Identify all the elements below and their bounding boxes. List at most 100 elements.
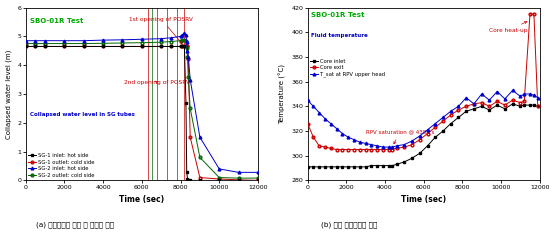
SG-2 inlet: hot side: (8.4e+03, 4.3): hot side: (8.4e+03, 4.3) xyxy=(185,55,191,58)
Core exit xyxy=(351,148,357,151)
SG-1 outlet: cold side: (8.1e+03, 4.65): cold side: (8.1e+03, 4.65) xyxy=(179,45,186,48)
SG-1 inlet: hot side: (5e+03, 4.65): hot side: (5e+03, 4.65) xyxy=(119,45,126,48)
Core exit xyxy=(368,148,375,151)
Core inlet xyxy=(424,144,431,147)
SG-2 outlet: cold side: (3e+03, 4.75): cold side: (3e+03, 4.75) xyxy=(80,42,87,45)
Line: SG-2 inlet: hot side: SG-2 inlet: hot side xyxy=(24,32,259,174)
Core exit xyxy=(362,148,369,151)
SG-1 outlet: cold side: (6e+03, 4.65): cold side: (6e+03, 4.65) xyxy=(139,45,145,48)
SG-1 inlet: hot side: (8e+03, 4.65): hot side: (8e+03, 4.65) xyxy=(177,45,184,48)
SG-1 inlet: hot side: (8.2e+03, 4.65): hot side: (8.2e+03, 4.65) xyxy=(181,45,188,48)
Core exit xyxy=(494,100,501,103)
SG-1 inlet: hot side: (8.4e+03, 0): hot side: (8.4e+03, 0) xyxy=(185,179,191,182)
Core exit xyxy=(502,104,508,106)
Core inlet xyxy=(455,116,462,119)
T_sat at RPV upper head xyxy=(393,144,400,147)
SG-2 outlet: cold side: (2e+03, 4.75): cold side: (2e+03, 4.75) xyxy=(61,42,68,45)
Core inlet xyxy=(362,165,369,168)
SG-1 outlet: cold side: (7e+03, 4.65): cold side: (7e+03, 4.65) xyxy=(158,45,164,48)
Text: SBO-01R Test: SBO-01R Test xyxy=(311,13,365,18)
Core inlet xyxy=(356,165,363,168)
T_sat at RPV upper head xyxy=(486,99,493,102)
Text: 1st opening of POSRV: 1st opening of POSRV xyxy=(129,17,193,44)
SG-2 outlet: cold side: (7.5e+03, 4.82): cold side: (7.5e+03, 4.82) xyxy=(168,40,174,43)
SG-1 outlet: cold side: (2e+03, 4.65): cold side: (2e+03, 4.65) xyxy=(61,45,68,48)
T_sat at RPV upper head xyxy=(432,122,438,125)
Core inlet xyxy=(345,165,351,168)
Core inlet xyxy=(447,122,454,125)
Core exit xyxy=(345,148,351,151)
Line: SG-1 inlet: hot side: SG-1 inlet: hot side xyxy=(24,45,259,182)
SG-1 outlet: cold side: (500, 4.65): cold side: (500, 4.65) xyxy=(32,45,39,48)
T_sat at RPV upper head xyxy=(534,96,541,99)
Core exit xyxy=(527,12,533,15)
SG-1 inlet: hot side: (500, 4.65): hot side: (500, 4.65) xyxy=(32,45,39,48)
Core inlet xyxy=(389,164,396,167)
SG-2 outlet: cold side: (1e+04, 0.1): cold side: (1e+04, 0.1) xyxy=(216,176,223,179)
SG-2 inlet: hot side: (9e+03, 1.5): hot side: (9e+03, 1.5) xyxy=(196,136,203,139)
T_sat at RPV upper head xyxy=(471,103,477,105)
SG-2 outlet: cold side: (6e+03, 4.78): cold side: (6e+03, 4.78) xyxy=(139,41,145,44)
Core inlet xyxy=(368,164,375,167)
SG-1 outlet: cold side: (1e+03, 4.65): cold side: (1e+03, 4.65) xyxy=(42,45,48,48)
Core exit xyxy=(393,147,400,150)
T_sat at RPV upper head xyxy=(502,98,508,100)
T_sat at RPV upper head xyxy=(527,93,533,95)
SG-2 inlet: hot side: (1.2e+04, 0.28): hot side: (1.2e+04, 0.28) xyxy=(255,171,261,174)
T_sat at RPV upper head xyxy=(380,146,386,148)
Core exit xyxy=(416,138,423,141)
SG-1 inlet: hot side: (1e+04, 0): hot side: (1e+04, 0) xyxy=(216,179,223,182)
Text: SBO-01R Test: SBO-01R Test xyxy=(29,18,83,24)
SG-2 inlet: hot side: (8e+03, 5): hot side: (8e+03, 5) xyxy=(177,35,184,38)
Core exit xyxy=(401,146,407,148)
Core inlet xyxy=(380,164,386,167)
T_sat at RPV upper head xyxy=(333,127,340,130)
SG-1 inlet: hot side: (2e+03, 4.65): hot side: (2e+03, 4.65) xyxy=(61,45,68,48)
SG-1 inlet: hot side: (9e+03, 0): hot side: (9e+03, 0) xyxy=(196,179,203,182)
T_sat at RPV upper head xyxy=(440,116,446,119)
SG-1 inlet: hot side: (7.5e+03, 4.65): hot side: (7.5e+03, 4.65) xyxy=(168,45,174,48)
SG-2 inlet: hot side: (8.28e+03, 5.05): hot side: (8.28e+03, 5.05) xyxy=(183,34,189,36)
SG-2 inlet: hot side: (5e+03, 4.88): hot side: (5e+03, 4.88) xyxy=(119,38,126,41)
SG-2 inlet: hot side: (8.5e+03, 3.5): hot side: (8.5e+03, 3.5) xyxy=(187,78,194,81)
SG-2 inlet: hot side: (1e+04, 0.4): hot side: (1e+04, 0.4) xyxy=(216,168,223,170)
Core inlet xyxy=(478,105,485,108)
Core exit xyxy=(463,105,470,108)
SG-2 outlet: cold side: (4e+03, 4.76): cold side: (4e+03, 4.76) xyxy=(100,42,107,45)
T_sat at RPV upper head xyxy=(455,105,462,108)
Line: T_sat at RPV upper head: T_sat at RPV upper head xyxy=(306,89,539,148)
Line: SG-1 outlet: cold side: SG-1 outlet: cold side xyxy=(24,45,259,182)
SG-1 inlet: hot side: (0, 4.65): hot side: (0, 4.65) xyxy=(22,45,29,48)
Legend: Core inlet, Core exit, T_sat at RPV upper head: Core inlet, Core exit, T_sat at RPV uppe… xyxy=(310,58,385,77)
Core inlet xyxy=(471,107,477,110)
Core exit xyxy=(521,100,528,103)
Core exit xyxy=(389,148,396,151)
SG-1 inlet: hot side: (8.1e+03, 4.65): hot side: (8.1e+03, 4.65) xyxy=(179,45,186,48)
Text: Collapsed water level in SG tubes: Collapsed water level in SG tubes xyxy=(29,112,134,116)
Core exit xyxy=(478,101,485,104)
Line: Core exit: Core exit xyxy=(306,12,539,151)
Line: SG-2 outlet: cold side: SG-2 outlet: cold side xyxy=(24,38,259,179)
T_sat at RPV upper head xyxy=(351,138,357,141)
SG-1 inlet: hot side: (3e+03, 4.65): hot side: (3e+03, 4.65) xyxy=(80,45,87,48)
Core exit xyxy=(339,148,346,151)
SG-2 outlet: cold side: (1.2e+04, 0.08): cold side: (1.2e+04, 0.08) xyxy=(255,177,261,179)
Y-axis label: Collapsed water level (m): Collapsed water level (m) xyxy=(6,49,12,139)
SG-2 outlet: cold side: (8.1e+03, 4.87): cold side: (8.1e+03, 4.87) xyxy=(179,39,186,41)
T_sat at RPV upper head xyxy=(494,90,501,93)
SG-2 outlet: cold side: (8.2e+03, 4.88): cold side: (8.2e+03, 4.88) xyxy=(181,38,188,41)
T_sat at RPV upper head xyxy=(310,105,317,108)
T_sat at RPV upper head xyxy=(374,144,381,147)
Core inlet xyxy=(351,165,357,168)
SG-2 outlet: cold side: (1e+03, 4.75): cold side: (1e+03, 4.75) xyxy=(42,42,48,45)
Core inlet xyxy=(432,136,438,139)
SG-1 outlet: cold side: (9e+03, 0.1): cold side: (9e+03, 0.1) xyxy=(196,176,203,179)
Core inlet xyxy=(333,165,340,168)
Core inlet xyxy=(374,164,381,167)
SG-1 inlet: hot side: (6e+03, 4.65): hot side: (6e+03, 4.65) xyxy=(139,45,145,48)
Core inlet xyxy=(416,152,423,155)
SG-1 inlet: hot side: (8.32e+03, 0.3): hot side: (8.32e+03, 0.3) xyxy=(183,170,190,173)
Core inlet xyxy=(386,164,392,167)
SG-1 outlet: cold side: (1.2e+04, 0): cold side: (1.2e+04, 0) xyxy=(255,179,261,182)
Line: Core inlet: Core inlet xyxy=(306,103,539,168)
